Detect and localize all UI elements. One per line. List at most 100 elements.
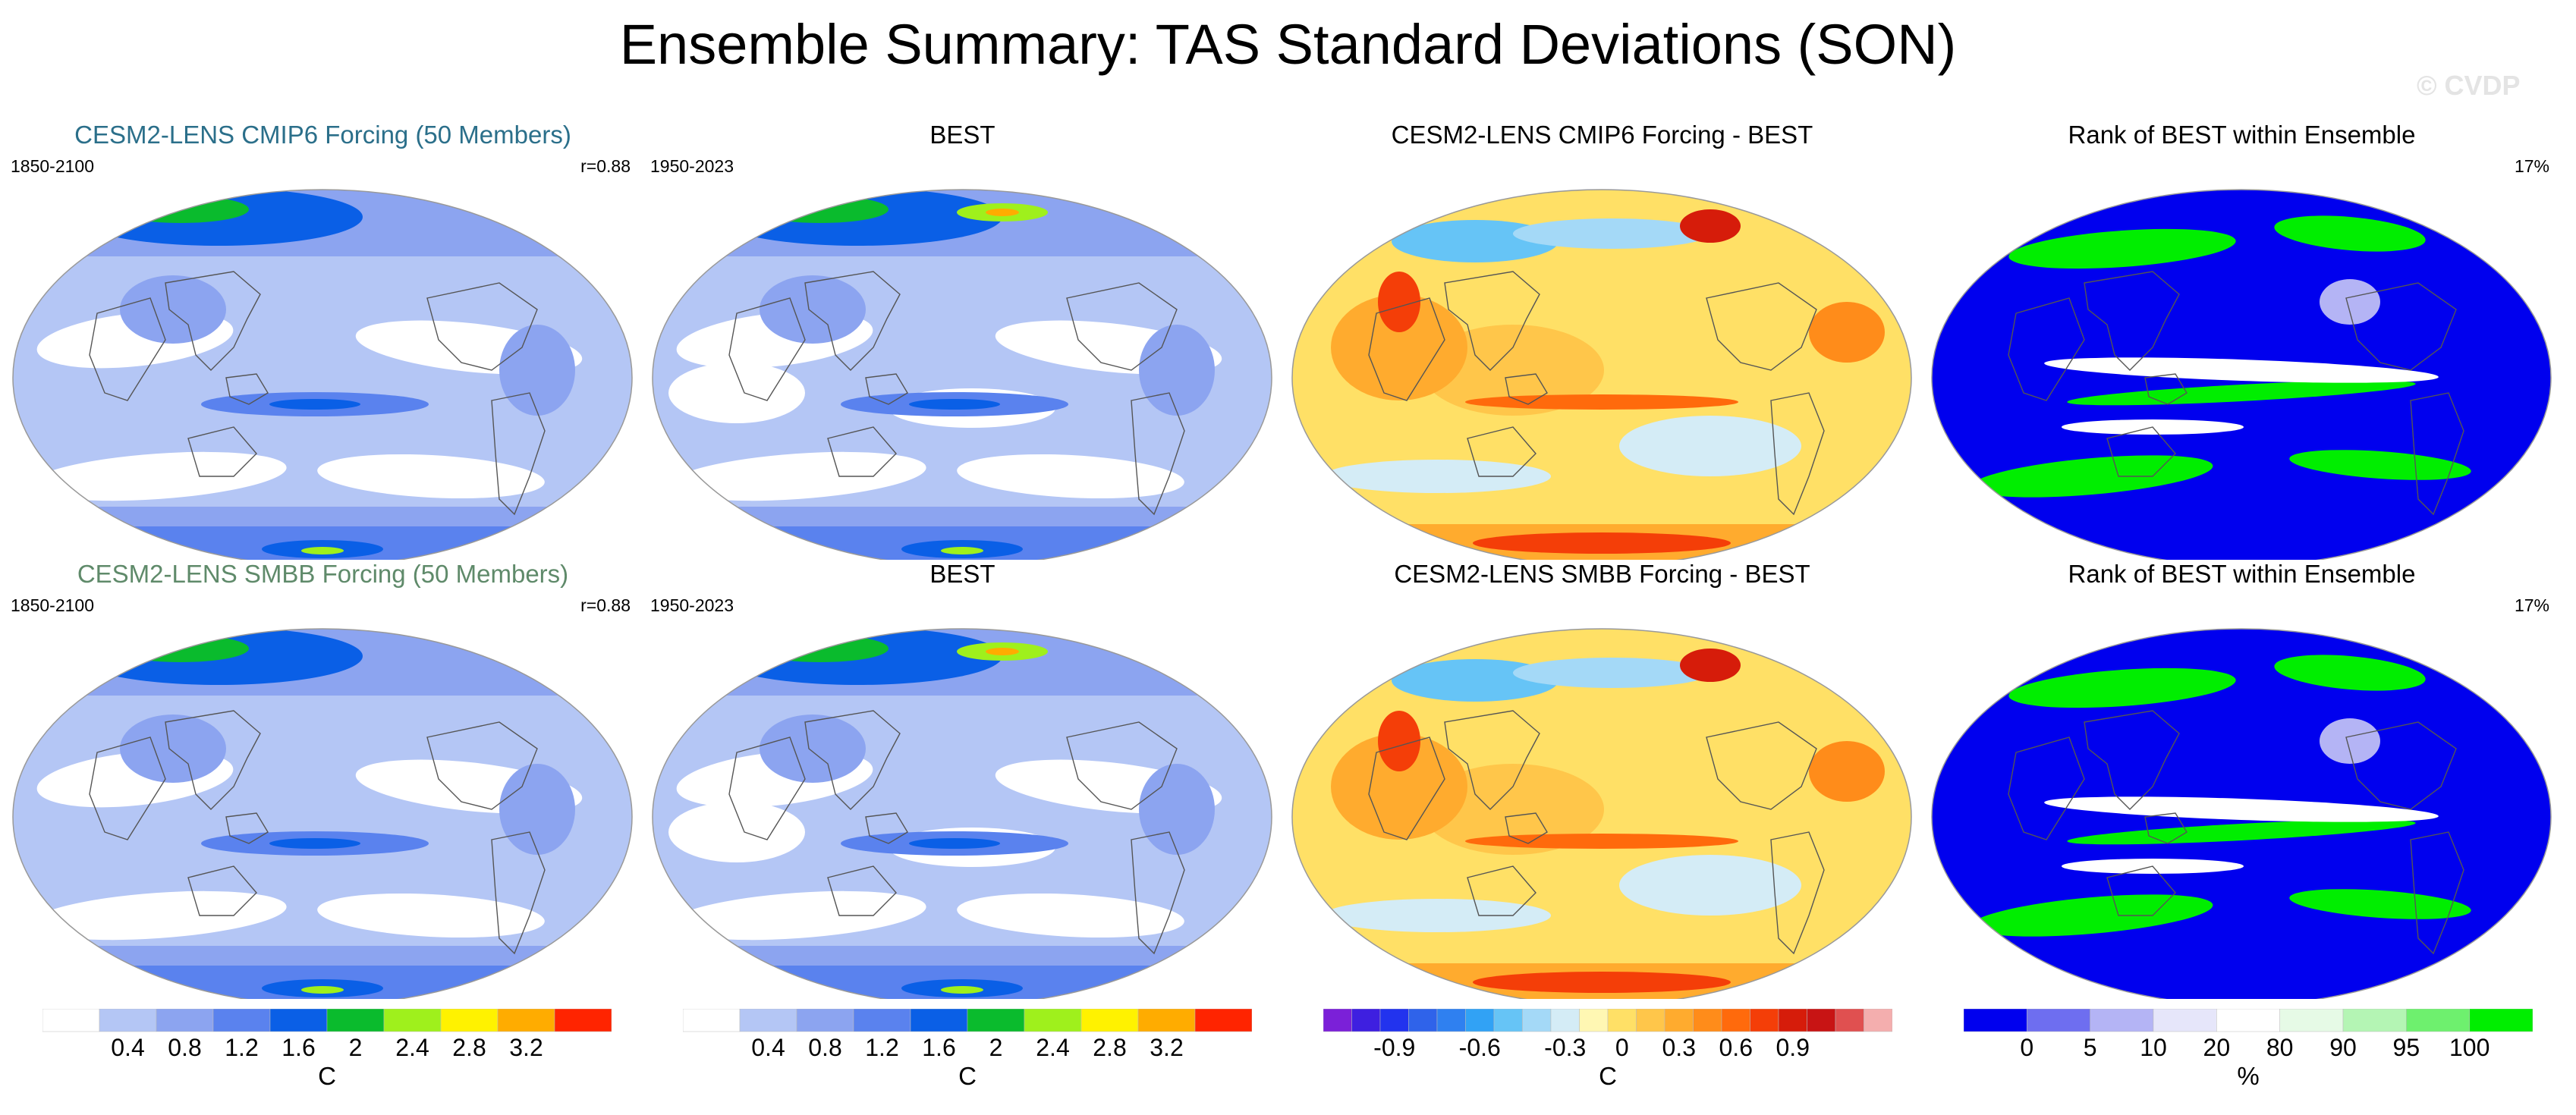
positive-diff-max [1378,711,1420,771]
coastline [89,297,166,401]
coastline [1467,426,1536,477]
coastline [2410,831,2464,955]
antarctic-max [941,547,983,554]
coastline [165,710,261,810]
colorbar-tick-label: -0.3 [1544,1034,1586,1061]
colorbar-svg: 0.4 0.8 1.2 1.6 2 2.4 2.8 3.2 [683,1009,1252,1061]
colorbar-swatch [683,1009,741,1032]
coastline [728,737,806,840]
map-canvas [12,628,633,999]
colorbar-swatch [1964,1009,2027,1032]
colorbar-swatch [1579,1009,1609,1032]
enso-core [269,399,360,410]
colorbar-tick-label: 3.2 [509,1034,543,1061]
colorbar-swatch [497,1009,555,1032]
arctic-peak [112,196,249,223]
coastline [2144,373,2188,405]
period-label: 1950-2023 [650,156,734,176]
panel-cmip6-sd: CESM2-LENS CMIP6 Forcing (50 Members) 18… [6,120,640,560]
coastline [491,831,546,955]
land-variance [499,764,575,855]
high-rank-zone [1971,894,2213,937]
coastline [1066,721,1178,810]
colorbar-swatch [1636,1009,1665,1032]
colorbar-swatch [2406,1009,2470,1032]
map-outline [1931,189,2552,560]
colorbar-svg: 0.4 0.8 1.2 1.6 2 2.4 2.8 3.2 [42,1009,612,1061]
colorbar-swatch [796,1009,854,1032]
colorbar-swatch [1194,1009,1252,1032]
colorbar-swatch [440,1009,499,1032]
colorbar-swatch [1835,1009,1864,1032]
colorbar-tick-label: 20 [2203,1034,2231,1061]
colorbar-tick-label: 5 [2084,1034,2097,1061]
panel-rank: Rank of BEST within Ensemble 17% [1925,559,2559,999]
panel-smbb-sd: CESM2-LENS SMBB Forcing (50 Members) 185… [6,559,640,999]
low-variance-zone [957,454,1184,499]
coastline [1770,831,1825,955]
enso-core [909,838,1000,849]
panel-smbb-minus-best: CESM2-LENS SMBB Forcing - BEST [1285,559,1919,999]
map-outline [1931,628,2552,999]
panel-title: BEST [929,560,995,588]
enso-core [269,838,360,849]
colorbar-swatch [2469,1009,2533,1032]
colorbar-tick-label: 0 [1615,1034,1629,1061]
low-variance-zone [668,451,926,501]
southern-diff-max [1473,532,1731,554]
southern-diff-max [1473,972,1731,993]
map-canvas [652,628,1272,999]
enso-diff [1465,394,1738,410]
negative-diff [1513,218,1710,249]
colorbar-tick-label: 1.2 [865,1034,898,1061]
colorbar-tick-label: 1.6 [282,1034,315,1061]
coastline [2084,271,2180,371]
colorbar-swatch [2153,1009,2217,1032]
colorbar-units: C [1599,1062,1617,1090]
high-rank-zone [2289,889,2471,919]
colorbar-swatch [2279,1009,2344,1032]
colorbar-swatch [212,1009,271,1032]
positive-diff [1331,294,1467,400]
panel-title: CESM2-LENS CMIP6 Forcing (50 Members) [74,121,571,149]
positive-diff [1809,302,1885,363]
map-outline [12,189,633,560]
coastline [1066,282,1178,371]
colorbar-tick-label: 0.6 [1719,1034,1753,1061]
colorbar-tick-label: 2.4 [1036,1034,1069,1061]
negative-diff [1619,855,1801,916]
colorbar-swatch [853,1009,911,1032]
coastline [728,297,806,401]
colorbar-swatch [1778,1009,1807,1032]
antarctic-max [941,986,983,994]
colorbar-tick-label: -0.6 [1459,1034,1501,1061]
high-rank-zone [1971,455,2213,498]
colorbar-swatch [1550,1009,1580,1032]
arctic-diff-max [1680,209,1741,243]
colorbar-swatch [1436,1009,1466,1032]
map-canvas [1291,189,1912,560]
arctic-diff-max [1680,649,1741,682]
coastline [1368,297,1445,401]
colorbar-tick-label: 0.8 [168,1034,201,1061]
map-canvas [652,189,1272,560]
colorbar-swatch [269,1009,328,1032]
colorbar-swatch [1522,1009,1552,1032]
colorbar-tick-label: 0.4 [111,1034,144,1061]
low-variance-zone [668,890,926,941]
colorbar-swatch [383,1009,442,1032]
coastline [225,812,269,844]
coastline [865,373,908,405]
enso-core [909,399,1000,410]
colorbar-units: % [2237,1062,2260,1090]
colorbar-swatch [739,1009,797,1032]
colorbar-swatch [1351,1009,1381,1032]
colorbar-tick-label: 0.8 [808,1034,841,1061]
colorbar-diff: -0.9 -0.6 -0.3 0 0.3 0.6 0.9 C [1323,1009,1892,1115]
colorbar-tick-label: 2.8 [452,1034,486,1061]
negative-diff [1619,416,1801,476]
coastline [865,812,908,844]
colorbar-tick-label: 90 [2329,1034,2357,1061]
high-rank-zone [2008,667,2236,708]
coastline [1706,721,1817,810]
